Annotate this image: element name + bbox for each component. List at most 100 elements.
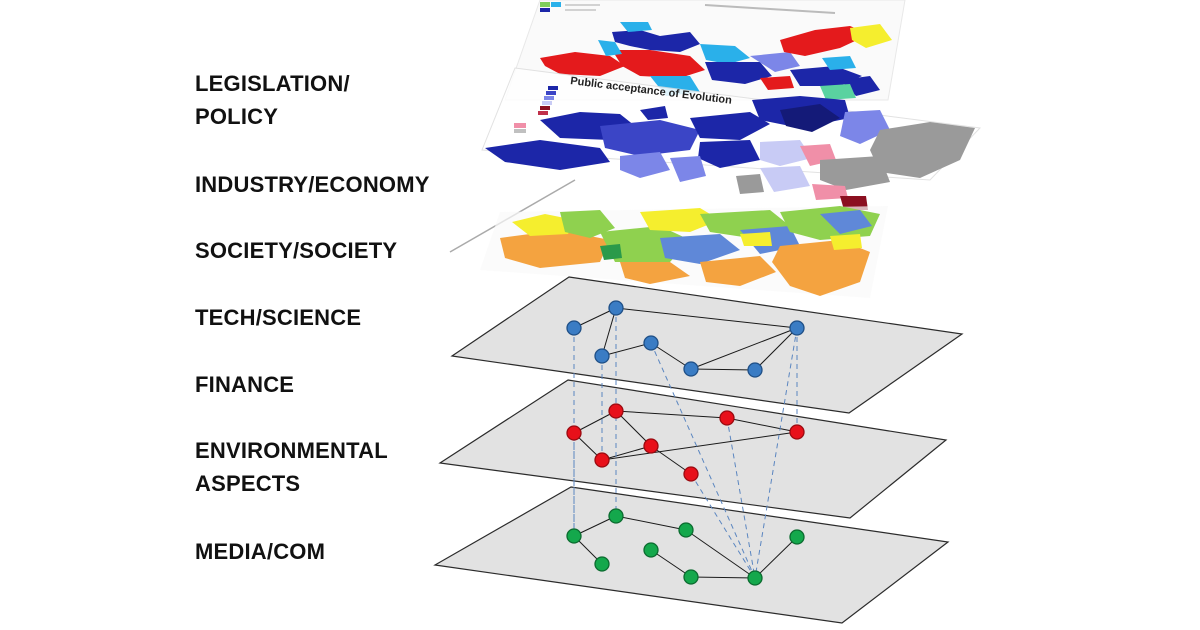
map-region (780, 104, 840, 132)
map-region (600, 244, 622, 260)
label-environmental-aspects: ENVIRONMENTAL ASPECTS (195, 438, 388, 496)
edge-red (615, 410, 728, 419)
node-red (608, 403, 624, 419)
node-blue (566, 320, 582, 336)
map-region (822, 56, 856, 70)
edge-blue (601, 342, 652, 357)
edge-blue (601, 307, 617, 357)
node-blue (608, 300, 624, 316)
edge-red (726, 417, 798, 433)
node-blue (683, 361, 699, 377)
map-legend-swatch (546, 91, 556, 95)
interlayer-link (690, 473, 756, 579)
node-green (747, 570, 763, 586)
plane-blue-layer (450, 276, 964, 414)
edge-green (685, 529, 756, 579)
label-tech-science: TECH/SCIENCE (195, 305, 362, 330)
edge-green (690, 576, 756, 579)
edge-red (650, 445, 692, 475)
map-legend-swatch (514, 123, 526, 128)
plane-red-layer (438, 379, 948, 519)
map-region (760, 166, 810, 192)
map-region (698, 140, 760, 168)
map-legend-swatch (540, 2, 550, 7)
edge-red (573, 410, 617, 434)
node-green (678, 522, 694, 538)
map-legend-swatch (542, 101, 552, 105)
node-red (594, 452, 610, 468)
map-region (705, 62, 772, 84)
map-region (820, 156, 890, 190)
label-media-com: MEDIA/COM (195, 539, 326, 564)
map-region (850, 24, 892, 48)
map-layer-politics (504, 0, 906, 101)
map-region (870, 122, 975, 178)
map-region (485, 140, 610, 170)
map-region (620, 262, 690, 284)
map-region (820, 84, 856, 100)
edge-green (754, 536, 798, 579)
node-red (643, 438, 659, 454)
edge-red (615, 410, 652, 447)
edge-blue (690, 368, 756, 371)
map-legend-swatch (544, 96, 554, 100)
interlayer-link (726, 417, 756, 579)
map-region (700, 44, 750, 64)
map-region (760, 76, 794, 90)
map-region (780, 26, 870, 56)
label-industry-economy: INDUSTRY/ECONOMY (195, 172, 430, 197)
node-blue (747, 362, 763, 378)
map-region (820, 210, 872, 234)
edge-green (650, 549, 692, 578)
edge-blue (754, 327, 798, 371)
node-red (683, 466, 699, 482)
map-region (600, 120, 700, 156)
node-green (608, 508, 624, 524)
map-legend-swatch (548, 86, 558, 90)
edge-blue (615, 307, 798, 329)
map-region (598, 40, 622, 56)
map-region (660, 234, 740, 264)
node-green (683, 569, 699, 585)
map-region (540, 52, 625, 76)
edge-red (601, 431, 798, 461)
label-society: SOCIETY/SOCIETY (195, 238, 398, 263)
map-region (772, 240, 870, 296)
node-blue (643, 335, 659, 351)
map-region (736, 174, 764, 194)
map-region (560, 210, 615, 238)
map-region (612, 30, 700, 52)
network-nodes (566, 300, 805, 586)
map-legend-swatch (540, 8, 550, 12)
edge-green (573, 515, 617, 537)
map-region (500, 230, 610, 268)
map-legend-swatch (538, 111, 548, 115)
interlayer-link (650, 342, 756, 579)
map-layer-society (480, 206, 888, 298)
edge-green (615, 515, 687, 531)
network-planes (433, 276, 964, 624)
node-blue (594, 348, 610, 364)
node-green (566, 528, 582, 544)
map-legend-swatch (514, 129, 526, 133)
map-region (512, 214, 575, 236)
map-legend-swatch (551, 2, 561, 7)
plane-green-layer (433, 486, 950, 624)
map-region (620, 22, 652, 32)
map-layer-evolution: Public acceptance of Evolution (481, 67, 982, 210)
map-region (750, 52, 800, 72)
node-red (789, 424, 805, 440)
map-region (760, 140, 812, 166)
map-region (620, 152, 670, 178)
map-region (612, 50, 705, 78)
label-finance: FINANCE (195, 372, 295, 397)
edge-blue (573, 307, 617, 329)
node-green (594, 556, 610, 572)
map-title-text (704, 4, 836, 14)
map-region (830, 234, 862, 250)
node-red (566, 425, 582, 441)
node-green (789, 529, 805, 545)
map-region (640, 106, 668, 120)
edge-blue (650, 342, 692, 370)
